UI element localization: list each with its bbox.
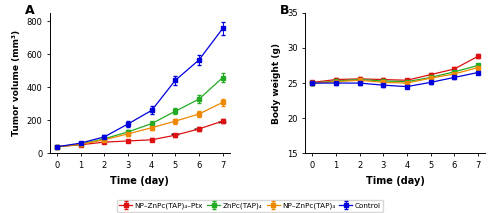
X-axis label: Time (day): Time (day)	[110, 176, 170, 186]
Text: ***: ***	[194, 127, 204, 132]
Y-axis label: Body weight (g): Body weight (g)	[272, 43, 281, 124]
Text: ***: ***	[218, 120, 228, 125]
Text: A: A	[25, 4, 34, 17]
Text: ***: ***	[170, 133, 180, 138]
X-axis label: Time (day): Time (day)	[366, 176, 424, 186]
Y-axis label: Tumor volume (mm³): Tumor volume (mm³)	[12, 30, 21, 136]
Legend: NP–ZnPc(TAP)₄–Ptx, ZnPc(TAP)₄, NP–ZnPc(TAP)₄, Control: NP–ZnPc(TAP)₄–Ptx, ZnPc(TAP)₄, NP–ZnPc(T…	[117, 200, 383, 212]
Text: B: B	[280, 4, 289, 17]
